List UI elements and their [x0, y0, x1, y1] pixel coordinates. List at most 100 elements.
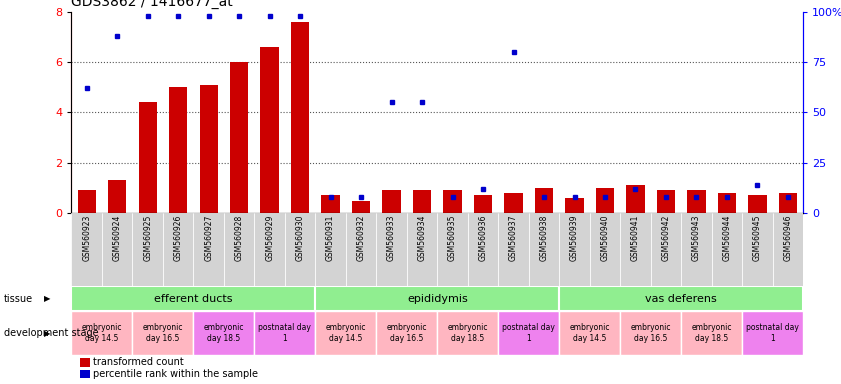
Text: ▶: ▶ — [44, 329, 50, 338]
Bar — [742, 311, 803, 355]
Bar — [443, 190, 462, 213]
Text: GSM560938: GSM560938 — [540, 215, 548, 261]
Bar — [748, 195, 766, 213]
Bar — [102, 213, 132, 286]
Text: embryonic
day 16.5: embryonic day 16.5 — [631, 323, 671, 343]
Bar — [498, 311, 559, 355]
Bar — [315, 311, 376, 355]
Bar — [407, 213, 437, 286]
Text: GSM560925: GSM560925 — [143, 215, 152, 261]
Text: embryonic
day 14.5: embryonic day 14.5 — [82, 323, 122, 343]
Text: embryonic
day 18.5: embryonic day 18.5 — [204, 323, 244, 343]
Bar — [595, 188, 614, 213]
Bar — [383, 190, 400, 213]
Bar — [376, 311, 437, 355]
Bar — [620, 213, 651, 286]
Bar — [224, 213, 254, 286]
Bar — [133, 213, 163, 286]
Text: embryonic
day 16.5: embryonic day 16.5 — [143, 323, 183, 343]
Bar — [529, 213, 559, 286]
Text: embryonic
day 14.5: embryonic day 14.5 — [569, 323, 610, 343]
Bar — [133, 311, 193, 355]
Bar — [285, 213, 315, 286]
Text: GSM560926: GSM560926 — [174, 215, 182, 261]
Text: GSM560946: GSM560946 — [784, 215, 792, 261]
Bar — [590, 213, 621, 286]
Text: GSM560936: GSM560936 — [479, 215, 488, 261]
Text: GSM560928: GSM560928 — [235, 215, 244, 261]
Bar — [565, 198, 584, 213]
Text: postnatal day
1: postnatal day 1 — [258, 323, 311, 343]
Bar — [315, 213, 346, 286]
Bar — [627, 185, 644, 213]
Bar — [717, 193, 736, 213]
Text: embryonic
day 16.5: embryonic day 16.5 — [387, 323, 427, 343]
Bar — [711, 213, 742, 286]
Bar — [413, 190, 431, 213]
Text: embryonic
day 18.5: embryonic day 18.5 — [447, 323, 488, 343]
Bar — [71, 213, 102, 286]
Bar — [559, 311, 620, 355]
Text: GSM560932: GSM560932 — [357, 215, 366, 261]
Text: efferent ducts: efferent ducts — [154, 293, 233, 304]
Bar — [473, 195, 492, 213]
Bar — [71, 311, 133, 355]
Bar — [505, 193, 522, 213]
Text: GSM560935: GSM560935 — [448, 215, 457, 261]
Bar — [681, 311, 742, 355]
Bar — [535, 188, 553, 213]
Text: ▶: ▶ — [44, 294, 50, 303]
Text: percentile rank within the sample: percentile rank within the sample — [93, 369, 257, 379]
Bar — [498, 213, 529, 286]
Text: embryonic
day 14.5: embryonic day 14.5 — [325, 323, 366, 343]
Text: GSM560939: GSM560939 — [570, 215, 579, 261]
Bar — [321, 195, 340, 213]
Text: GSM560929: GSM560929 — [265, 215, 274, 261]
Bar — [651, 213, 681, 286]
Text: GSM560937: GSM560937 — [509, 215, 518, 261]
Bar — [315, 286, 559, 311]
Bar — [773, 213, 803, 286]
Text: GSM560940: GSM560940 — [600, 215, 610, 261]
Bar — [254, 213, 285, 286]
Bar — [559, 213, 590, 286]
Bar — [742, 213, 773, 286]
Text: GSM560944: GSM560944 — [722, 215, 732, 261]
Bar — [193, 311, 254, 355]
Bar — [376, 213, 407, 286]
Bar — [199, 84, 218, 213]
Text: development stage: development stage — [4, 328, 99, 338]
Bar — [346, 213, 377, 286]
Bar — [681, 213, 711, 286]
Text: GSM560924: GSM560924 — [113, 215, 122, 261]
Text: transformed count: transformed count — [93, 358, 183, 367]
Text: GSM560933: GSM560933 — [387, 215, 396, 261]
Bar — [71, 286, 315, 311]
Bar — [291, 22, 309, 213]
Text: GSM560923: GSM560923 — [82, 215, 91, 261]
Text: GDS3862 / 1416677_at: GDS3862 / 1416677_at — [71, 0, 233, 9]
Bar — [559, 286, 803, 311]
Text: postnatal day
1: postnatal day 1 — [502, 323, 555, 343]
Text: vas deferens: vas deferens — [645, 293, 717, 304]
Bar — [437, 213, 468, 286]
Bar — [254, 311, 315, 355]
Bar — [687, 190, 706, 213]
Text: GSM560927: GSM560927 — [204, 215, 213, 261]
Bar — [779, 193, 797, 213]
Text: embryonic
day 18.5: embryonic day 18.5 — [691, 323, 732, 343]
Text: GSM560930: GSM560930 — [296, 215, 304, 261]
Text: GSM560941: GSM560941 — [631, 215, 640, 261]
Text: GSM560942: GSM560942 — [662, 215, 670, 261]
Text: epididymis: epididymis — [407, 293, 468, 304]
Text: GSM560945: GSM560945 — [753, 215, 762, 261]
Bar — [169, 87, 188, 213]
Bar — [139, 102, 156, 213]
Bar — [657, 190, 675, 213]
Bar — [108, 180, 126, 213]
Bar — [163, 213, 193, 286]
Text: GSM560943: GSM560943 — [692, 215, 701, 261]
Bar — [261, 47, 278, 213]
Text: postnatal day
1: postnatal day 1 — [746, 323, 799, 343]
Text: GSM560934: GSM560934 — [418, 215, 426, 261]
